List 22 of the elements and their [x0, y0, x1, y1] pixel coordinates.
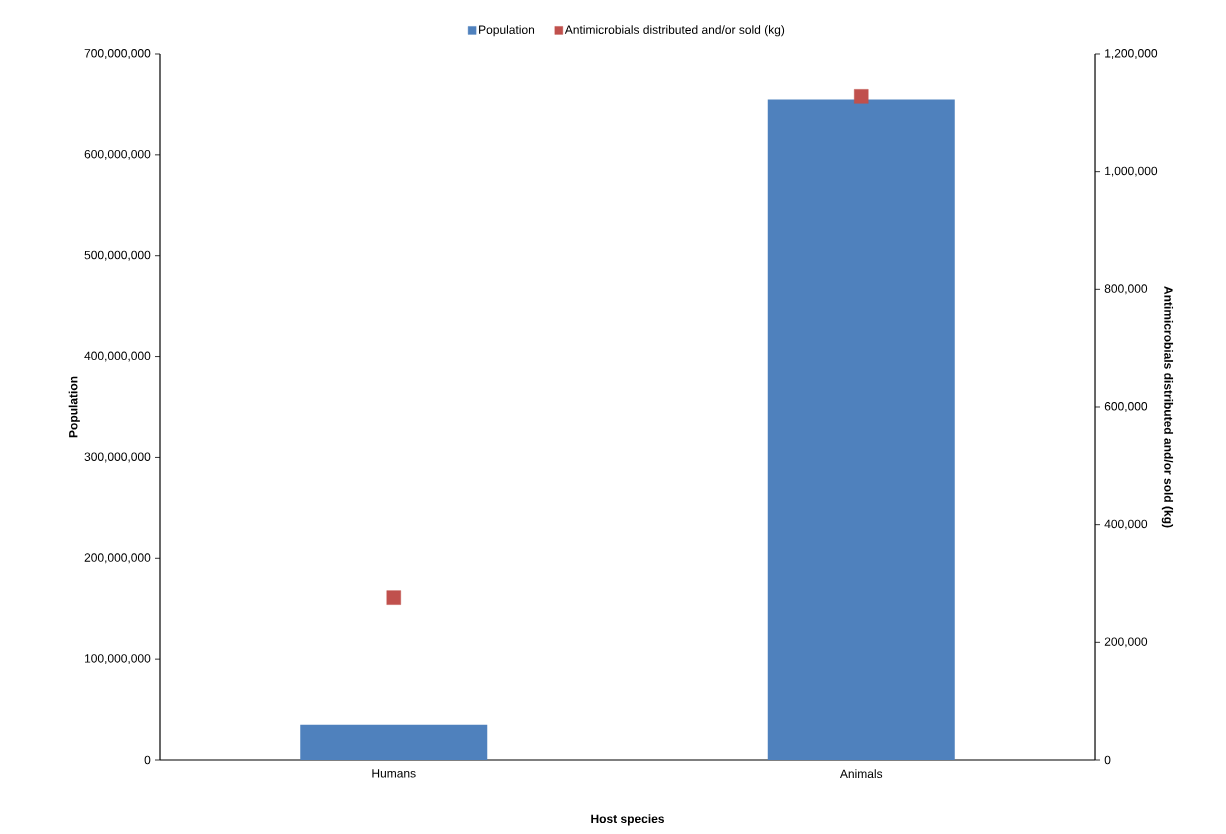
- y-tick-label: 400,000,000: [84, 351, 151, 362]
- legend-label: Population: [479, 25, 535, 37]
- y2-tick-label: 800,000: [1104, 284, 1148, 295]
- y2-tick-label: 400,000: [1104, 519, 1148, 530]
- y2-tick-label: 1,200,000: [1105, 49, 1158, 59]
- y-tick-label: 700,000,000: [84, 49, 151, 59]
- y2-tick-label: 1,000,000: [1105, 166, 1158, 177]
- x-tick-label: Animals: [839, 769, 883, 779]
- y-tick-label: 100,000,000: [84, 654, 151, 665]
- y-tick-label: 0: [144, 755, 151, 765]
- y2-tick-label: 0: [1104, 755, 1111, 765]
- x-axis-title: Host species: [591, 814, 665, 826]
- legend-label: Antimicrobials distributed and/or sold (kg): [564, 25, 785, 37]
- y-axis-title: Population: [68, 376, 80, 438]
- y-tick-label: 300,000,000: [84, 452, 151, 463]
- y2-tick-label: 600,000: [1104, 402, 1148, 412]
- y-tick-label: 500,000,000: [84, 250, 151, 261]
- y-tick-label: 200,000,000: [84, 553, 151, 564]
- x-tick-label: Humans: [372, 769, 416, 778]
- y2-axis-title: Antimicrobials distributed and/or sold (kg): [1161, 286, 1174, 528]
- y2-tick-label: 200,000: [1104, 637, 1148, 648]
- y-tick-label: 600,000,000: [84, 149, 151, 160]
